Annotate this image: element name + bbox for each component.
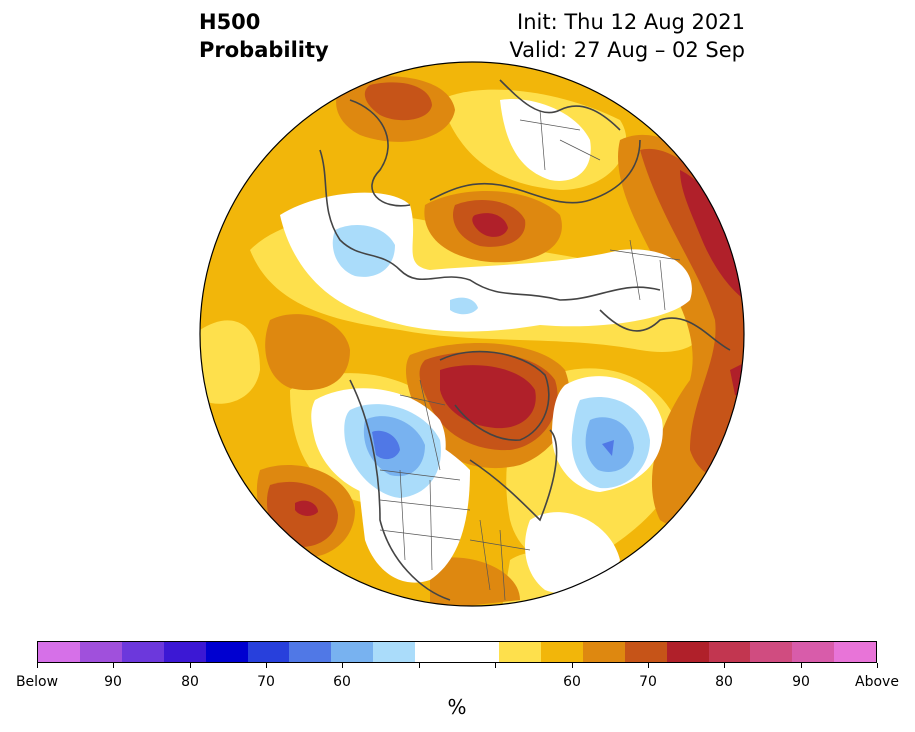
colorbar-tick bbox=[877, 663, 878, 668]
colorbar-segment bbox=[121, 642, 164, 662]
colorbar-tick bbox=[495, 663, 496, 668]
init-date: Init: Thu 12 Aug 2021 bbox=[517, 10, 745, 34]
colorbar-segment bbox=[457, 642, 499, 662]
colorbar-tick bbox=[801, 663, 802, 668]
colorbar-tick bbox=[190, 663, 191, 668]
colorbar-tick-label: 70 bbox=[257, 674, 275, 690]
colorbar-tick-label: 80 bbox=[715, 674, 733, 690]
colorbar-segment bbox=[373, 642, 416, 662]
valid-range: Valid: 27 Aug – 02 Sep bbox=[509, 38, 745, 62]
colorbar-tick bbox=[648, 663, 649, 668]
colorbar-segment bbox=[415, 642, 458, 662]
colorbar-segment bbox=[38, 642, 80, 662]
map-title: H500 Probability bbox=[199, 8, 329, 64]
colorbar-tick-label: 90 bbox=[104, 674, 122, 690]
colorbar-segment bbox=[624, 642, 667, 662]
map-dates: Init: Thu 12 Aug 2021 Valid: 27 Aug – 02… bbox=[509, 8, 745, 64]
colorbar-unit: % bbox=[447, 695, 467, 719]
probability-field bbox=[200, 62, 744, 606]
colorbar-tick-label: Above bbox=[855, 674, 899, 690]
colorbar-segment bbox=[834, 642, 877, 662]
colorbar-tick-label: 80 bbox=[181, 674, 199, 690]
colorbar-tick-label: 70 bbox=[639, 674, 657, 690]
colorbar-segment bbox=[205, 642, 248, 662]
colorbar-tick bbox=[37, 663, 38, 668]
map-boundary bbox=[199, 61, 745, 607]
colorbar-segment bbox=[498, 642, 541, 662]
colorbar-tick-label: Below bbox=[15, 674, 59, 690]
colorbar-tick-label: 60 bbox=[333, 674, 351, 690]
colorbar-tick bbox=[342, 663, 343, 668]
colorbar-segment bbox=[163, 642, 206, 662]
polar-probability-map bbox=[199, 61, 745, 607]
colorbar-tick bbox=[724, 663, 725, 668]
colorbar-segment bbox=[750, 642, 793, 662]
colorbar-tick bbox=[266, 663, 267, 668]
colorbar-segment bbox=[79, 642, 122, 662]
colorbar-tick bbox=[113, 663, 114, 668]
title-variable: H500 bbox=[199, 10, 261, 34]
colorbar-segment bbox=[582, 642, 625, 662]
colorbar bbox=[37, 641, 877, 663]
colorbar-segment bbox=[792, 642, 835, 662]
colorbar-tick bbox=[572, 663, 573, 668]
colorbar-segment bbox=[540, 642, 583, 662]
colorbar-segment bbox=[331, 642, 374, 662]
colorbar-tick-label: 60 bbox=[563, 674, 581, 690]
colorbar-segment bbox=[289, 642, 332, 662]
colorbar-segment bbox=[247, 642, 290, 662]
title-product: Probability bbox=[199, 38, 329, 62]
colorbar-segment bbox=[666, 642, 709, 662]
colorbar-segment bbox=[708, 642, 751, 662]
colorbar-tick-label: 90 bbox=[792, 674, 810, 690]
colorbar-tick bbox=[419, 663, 420, 668]
